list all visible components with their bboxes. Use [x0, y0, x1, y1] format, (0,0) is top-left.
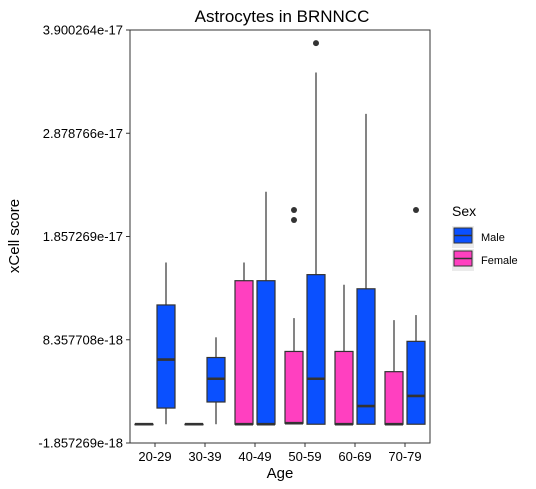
y-tick-label: 2.878766e-17: [43, 126, 123, 141]
box-male-70-79: [406, 340, 426, 425]
y-tick-label: 3.900264e-17: [43, 23, 123, 38]
y-tick-label: 8.357708e-18: [43, 332, 123, 347]
box-female-50-59: [284, 350, 304, 424]
x-tick-label: 20-29: [138, 449, 171, 464]
legend-label-male: Male: [481, 232, 505, 244]
x-tick-label: 50-59: [288, 449, 321, 464]
box-male-50-59: [306, 274, 326, 425]
box-female-60-69: [334, 350, 354, 425]
legend: Sex Male Female: [452, 203, 518, 271]
box-male-40-49: [256, 280, 276, 425]
box-male-60-69: [356, 288, 376, 425]
outlier-female-50-59: [291, 217, 297, 224]
box-male-20-29: [156, 304, 176, 409]
x-tick-label: 60-69: [338, 449, 371, 464]
y-tick-label: 1.857269e-17: [43, 229, 123, 244]
outlier-male-50-59: [313, 40, 319, 47]
legend-title: Sex: [452, 203, 476, 219]
outlier-female-50-59: [291, 206, 297, 213]
box-layer: [134, 40, 426, 426]
x-tick-label: 40-49: [238, 449, 271, 464]
chart-title: Astrocytes in BRNNCC: [195, 7, 370, 26]
x-tick-label: 70-79: [388, 449, 421, 464]
outlier-male-70-79: [413, 206, 419, 213]
y-axis: -1.857269e-18 8.357708e-18 1.857269e-17 2.8…: [38, 23, 130, 451]
plot-panel: [129, 29, 431, 444]
y-axis-title: xCell score: [6, 199, 23, 273]
x-tick-label: 30-39: [188, 449, 221, 464]
x-axis-title: Age: [267, 465, 294, 482]
y-tick-label: -1.857269e-18: [38, 436, 123, 451]
box-female-70-79: [384, 371, 404, 425]
box-female-40-49: [234, 280, 254, 425]
legend-label-female: Female: [481, 255, 518, 267]
x-axis: 20-29 30-39 40-49 50-59 60-69 70-79: [138, 443, 422, 464]
